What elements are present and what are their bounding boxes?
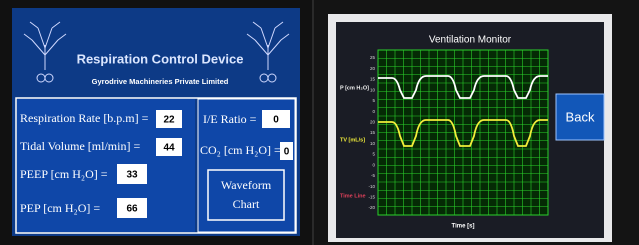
field-value: 0	[273, 115, 279, 126]
y-tick-label: -15	[368, 194, 375, 199]
field-label: PEP [cm H₂O] =	[20, 201, 100, 215]
pressure-axis-label: P [cm H₂O]	[340, 85, 369, 91]
y-tick-label: -20	[368, 205, 375, 210]
y-tick-label: 20	[370, 119, 376, 124]
monitor-title: Ventilation Monitor	[429, 35, 512, 46]
field-value: 22	[163, 115, 175, 126]
field-label: I/E Ratio =	[203, 112, 257, 126]
volume-axis-label: TV [mL/s]	[340, 137, 365, 143]
y-tick-label: 10	[370, 141, 376, 146]
timeline-label: Time Line	[340, 193, 366, 199]
field-label: Respiration Rate [b.p.m] =	[20, 111, 149, 125]
screenshot: Respiration Control Device Gyrodrive Mac…	[0, 0, 639, 245]
grid	[378, 50, 548, 215]
field-label: PEEP [cm H₂O] =	[20, 167, 108, 181]
device-title: Respiration Control Device	[77, 51, 244, 66]
field-value: 0	[284, 147, 290, 158]
company-name: Gyrodrive Machineries Private Limited	[92, 77, 229, 86]
y-tick-label: 20	[370, 66, 376, 71]
field-value: 66	[126, 204, 138, 215]
field-value: 33	[126, 170, 138, 181]
x-axis-label: Time [s]	[452, 224, 475, 230]
back-button-text: Back	[566, 109, 595, 124]
button-text: Waveform	[221, 178, 272, 192]
y-tick-label: -5	[371, 173, 375, 178]
y-tick-label: 15	[370, 77, 376, 82]
field-value: 44	[163, 143, 175, 154]
button-text: Chart	[233, 197, 260, 211]
field-label: Tidal Volume [ml/min] =	[20, 139, 140, 153]
y-tick-label: 25	[370, 55, 376, 60]
field-label: CO₂ [cm H₂O] =	[200, 143, 281, 157]
y-tick-label: 10	[370, 87, 376, 92]
y-tick-label: -10	[368, 184, 375, 189]
y-tick-label: 15	[370, 130, 376, 135]
